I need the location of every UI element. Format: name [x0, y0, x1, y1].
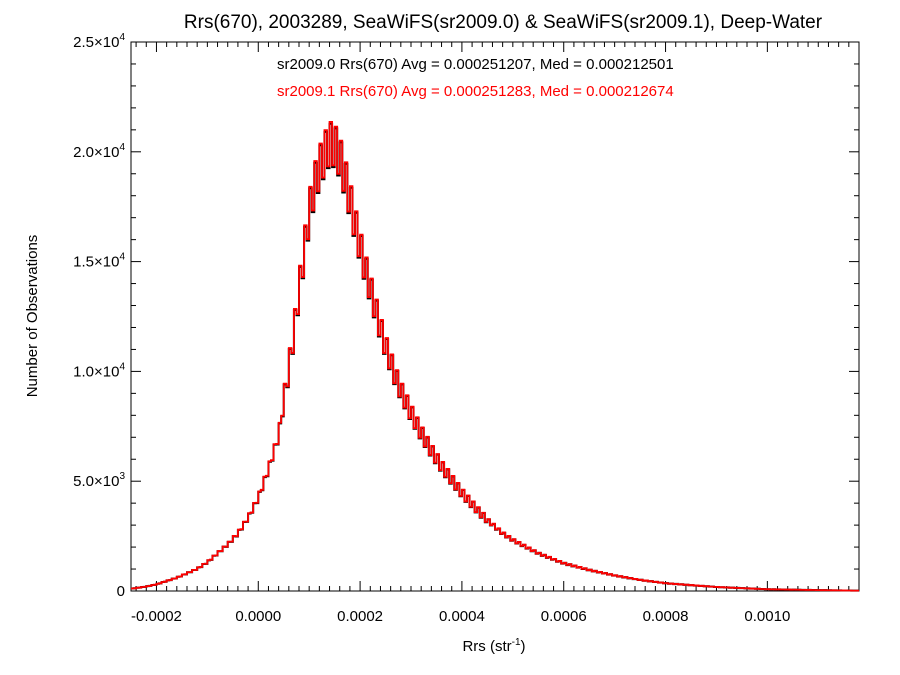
y-axis-label: Number of Observations: [24, 235, 41, 398]
y-axis: 0 5.0×103 1.0×104 1.5×104 2.0×104 2.5×104: [73, 32, 859, 600]
y-tick-label: 2.5×104: [73, 32, 125, 51]
x-axis: -0.0002 0.0000 0.0002 0.0004 0.0006 0.0008 0.0…: [131, 42, 860, 625]
y-tick-label: 5.0×103: [73, 471, 125, 490]
x-axis-label-close: ): [521, 638, 526, 655]
series-line-sr2009-0: [131, 122, 859, 592]
y-tick-label: 1.0×104: [73, 361, 125, 380]
chart-title: Rrs(670), 2003289, SeaWiFS(sr2009.0) & S…: [184, 12, 823, 33]
series-group: [131, 121, 859, 592]
annotation-sr2009-1: sr2009.1 Rrs(670) Avg = 0.000251283, Med…: [277, 83, 674, 100]
x-axis-label-main: Rrs (str: [462, 638, 511, 655]
y-tick-label: 2.0×104: [73, 142, 125, 161]
series-line-sr2009-1: [131, 121, 859, 592]
x-tick-label: 0.0008: [643, 608, 689, 625]
x-tick-label: 0.0006: [541, 608, 587, 625]
x-tick-label: 0.0000: [235, 608, 281, 625]
x-tick-label: 0.0010: [744, 608, 790, 625]
x-axis-label: Rrs (str-1): [462, 637, 525, 655]
y-tick-label: 1.5×104: [73, 252, 125, 271]
x-axis-label-superscript: -1: [512, 637, 521, 648]
annotation-sr2009-0: sr2009.0 Rrs(670) Avg = 0.000251207, Med…: [277, 56, 674, 73]
x-tick-label: -0.0002: [131, 608, 182, 625]
y-tick-label: 0: [117, 583, 125, 600]
plot-frame: [130, 41, 860, 592]
x-tick-label: 0.0002: [337, 608, 383, 625]
x-tick-label: 0.0004: [439, 608, 485, 625]
